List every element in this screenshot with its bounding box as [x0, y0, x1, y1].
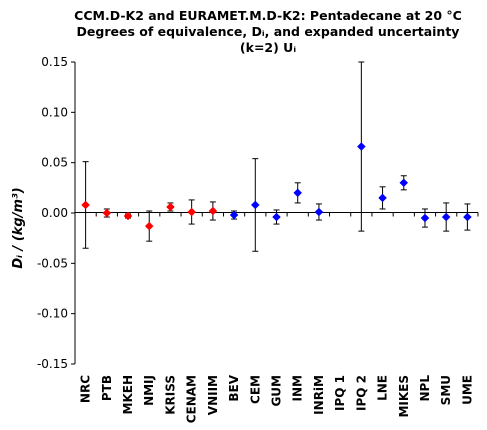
y-axis-label: Dᵢ / (kg/m³): [11, 187, 26, 268]
category-label: LNE: [376, 375, 390, 401]
category-label: UME: [460, 375, 474, 405]
category-label: KRISS: [163, 375, 177, 415]
data-point-mikes: [399, 178, 409, 188]
category-labels: NRC PTB MKEH NMIJ KRISS CENAM VNIIM BEV CEM GUM IN…: [79, 374, 475, 423]
category-label: GUM: [270, 375, 284, 407]
data-markers: [81, 142, 472, 231]
category-label: NMIJ: [142, 375, 156, 406]
category-label: MIKES: [397, 375, 411, 418]
y-tick-label: 0.10: [41, 105, 68, 119]
y-tick-label: 0.00: [41, 206, 68, 220]
data-point-ipq-2: [356, 142, 366, 151]
y-tick-label: 0.15: [41, 55, 68, 69]
data-point-npl: [420, 213, 430, 223]
category-label: PTB: [100, 375, 114, 401]
category-label: IPQ 1: [333, 375, 347, 411]
category-label: SMU: [439, 375, 453, 405]
data-point-lne: [378, 193, 387, 203]
category-label: NRC: [79, 375, 93, 403]
data-point-smu: [441, 212, 451, 222]
category-label: INM: [291, 375, 305, 401]
data-point-gum: [272, 212, 281, 222]
data-point-kriss: [166, 202, 175, 212]
category-label: NPL: [418, 375, 432, 402]
category-label: MKEH: [121, 375, 135, 414]
category-label: CENAM: [185, 375, 199, 423]
data-point-cem: [250, 200, 260, 210]
data-point-ume: [463, 212, 472, 222]
y-tick-label: -0.15: [37, 357, 68, 371]
category-label: BEV: [227, 374, 241, 401]
chart-title-line-2: Degrees of equivalence, Dᵢ, and expanded…: [77, 24, 460, 39]
y-tick-label: -0.10: [37, 307, 68, 321]
chart-title-line-1: CCM.D-K2 and EURAMET.M.D-K2: Pentadecane…: [74, 8, 462, 23]
y-tick-label: 0.05: [41, 156, 68, 170]
data-point-inm: [293, 188, 303, 198]
chart-title: CCM.D-K2 and EURAMET.M.D-K2: Pentadecane…: [74, 8, 462, 55]
data-point-inrim: [314, 207, 324, 217]
y-tick-label: -0.05: [37, 256, 68, 270]
y-tick-labels: -0.15 -0.10 -0.05 0.00 0.05 0.10 0.15: [37, 55, 68, 371]
category-label: VNIIM: [206, 375, 220, 415]
data-point-cenam: [187, 207, 197, 217]
data-point-nmij: [144, 221, 154, 231]
category-label: IPQ 2: [354, 375, 368, 411]
data-point-mkeh: [123, 211, 133, 221]
data-point-bev: [229, 210, 239, 220]
data-point-vniim: [208, 206, 218, 216]
axes: [71, 61, 479, 365]
error-bars: [82, 61, 471, 252]
chart-title-line-3: (k=2) Uᵢ: [240, 40, 296, 55]
data-point-nrc: [81, 200, 90, 210]
category-label: CEM: [248, 375, 262, 404]
category-label: INRiM: [312, 375, 326, 415]
data-point-ptb: [102, 208, 112, 218]
